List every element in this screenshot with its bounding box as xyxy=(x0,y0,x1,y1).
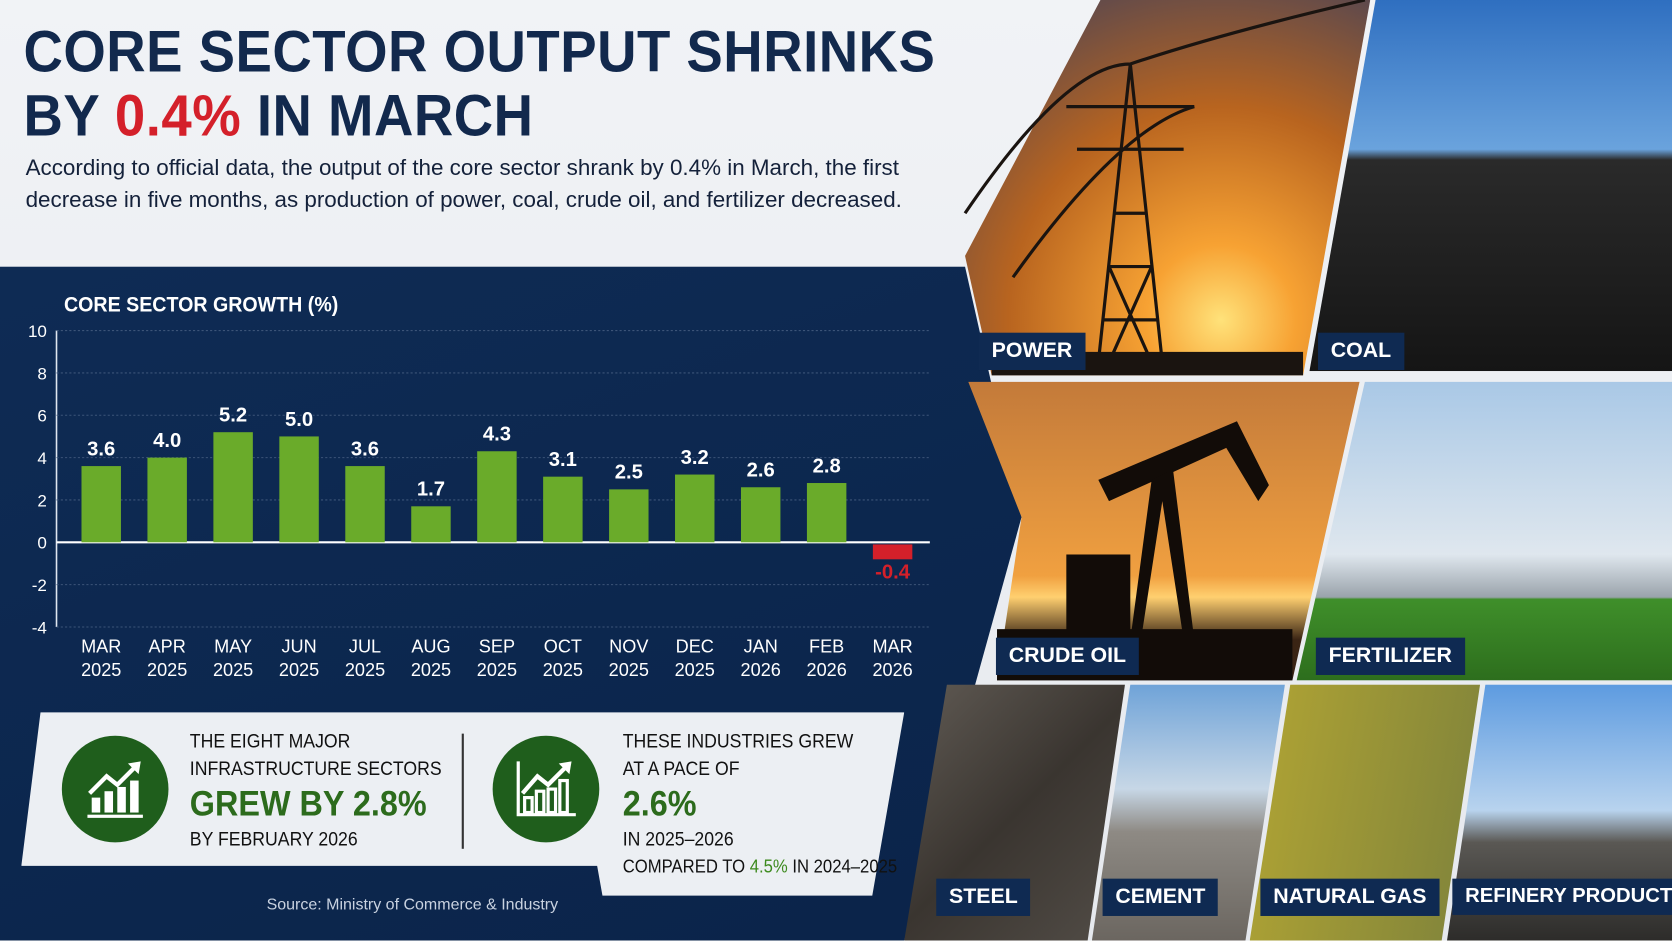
chart-title: CORE SECTOR GROWTH (%) xyxy=(63,293,339,317)
bar xyxy=(872,544,913,560)
bar-chart: 10 8 6 4 2 0 -2 -4 3.6 MAR 2025 4.0 APR 2025 5.2 MAY 202… xyxy=(28,322,930,680)
right-stat-line2: AT A PACE OF xyxy=(622,758,740,780)
x-tick-year: 2026 xyxy=(741,660,781,680)
left-stat-line2: INFRASTRUCTURE SECTORS xyxy=(189,758,442,780)
x-tick-month: JAN xyxy=(744,637,778,657)
x-tick-year: 2025 xyxy=(411,660,451,680)
data-label: -0.4 xyxy=(875,562,911,584)
data-label: 5.0 xyxy=(285,409,313,431)
x-tick-year: 2025 xyxy=(147,660,187,680)
bar xyxy=(345,466,385,543)
x-tick-month: MAR xyxy=(872,637,912,657)
label-crude-oil: CRUDE OIL xyxy=(995,637,1139,675)
y-tick-label: 2 xyxy=(37,491,46,510)
x-tick-month: JUL xyxy=(349,637,381,657)
x-tick-month: FEB xyxy=(809,637,844,657)
x-tick-month: MAR xyxy=(81,637,121,657)
compare-post: IN 2024–2025 xyxy=(787,856,898,877)
bar xyxy=(477,451,517,543)
right-stat-line1: THESE INDUSTRIES GREW xyxy=(622,730,854,752)
left-stat-line3: BY FEBRUARY 2026 xyxy=(189,828,358,850)
y-tick-label: 10 xyxy=(28,322,47,341)
data-label: 2.6 xyxy=(747,460,775,482)
y-tick-label: 8 xyxy=(37,364,46,383)
subtitle: According to official data, the output o… xyxy=(25,155,902,213)
title-line-2-pre: BY xyxy=(23,82,115,149)
x-tick-month: JUN xyxy=(281,637,316,657)
x-tick-year: 2025 xyxy=(345,660,385,680)
x-tick-month: MAY xyxy=(214,637,252,657)
data-label: 3.2 xyxy=(681,447,709,469)
data-label: 2.5 xyxy=(615,462,643,484)
divider xyxy=(461,733,464,849)
compare-pre: COMPARED TO xyxy=(622,856,750,877)
bar xyxy=(147,457,187,543)
y-tick-label: -4 xyxy=(32,618,47,637)
label-refinery-products: REFINERY PRODUCTS xyxy=(1452,878,1672,915)
label-cement: CEMENT xyxy=(1102,878,1219,916)
x-tick-year: 2025 xyxy=(213,660,253,680)
title-highlight: 0.4% xyxy=(114,82,242,149)
y-tick-label: 4 xyxy=(37,449,46,468)
bar xyxy=(279,436,319,543)
bar xyxy=(411,506,451,543)
bar xyxy=(213,432,253,543)
y-tick-label: 6 xyxy=(37,407,46,426)
x-tick-month: AUG xyxy=(411,637,450,657)
title-line-2-post: IN MARCH xyxy=(241,82,534,149)
x-tick-year: 2026 xyxy=(807,660,847,680)
data-label: 3.1 xyxy=(549,449,577,471)
label-natural-gas: NATURAL GAS xyxy=(1260,878,1440,916)
label-fertilizer: FERTILIZER xyxy=(1315,637,1465,675)
x-tick-year: 2025 xyxy=(477,660,517,680)
page-title: CORE SECTOR OUTPUT SHRINKS BY 0.4% IN MA… xyxy=(23,19,935,147)
title-line-1: CORE SECTOR OUTPUT SHRINKS xyxy=(23,18,936,85)
right-stat-highlight: 2.6% xyxy=(622,783,697,824)
data-label: 4.0 xyxy=(153,430,181,452)
data-label: 5.2 xyxy=(219,405,247,427)
data-label: 3.6 xyxy=(351,438,379,460)
x-tick-year: 2025 xyxy=(675,660,715,680)
bar xyxy=(609,489,649,543)
bar xyxy=(806,483,847,543)
growth-chart-icon xyxy=(61,735,169,843)
label-steel: STEEL xyxy=(936,878,1031,916)
data-label: 3.6 xyxy=(87,438,115,460)
x-tick-month: OCT xyxy=(544,637,582,657)
bar xyxy=(543,476,583,543)
x-tick-month: NOV xyxy=(609,637,648,657)
bar xyxy=(740,487,781,543)
x-tick-year: 2025 xyxy=(543,660,583,680)
x-tick-year: 2025 xyxy=(81,660,121,680)
left-stat-line1: THE EIGHT MAJOR xyxy=(189,730,351,752)
bar xyxy=(675,474,715,543)
x-tick-year: 2025 xyxy=(279,660,319,680)
x-tick-month: SEP xyxy=(479,637,515,657)
growth-chart-outline-icon xyxy=(492,735,600,843)
compare-value: 4.5% xyxy=(749,856,788,877)
right-stat-line3: IN 2025–2026 xyxy=(622,828,734,850)
label-coal: COAL xyxy=(1317,332,1405,371)
y-tick-label: -2 xyxy=(32,576,47,595)
y-tick-label: 0 xyxy=(37,534,46,553)
bar xyxy=(81,466,121,543)
left-stat: THE EIGHT MAJOR INFRASTRUCTURE SECTORS G… xyxy=(190,727,442,853)
x-tick-month: DEC xyxy=(676,637,714,657)
x-tick-year: 2026 xyxy=(872,660,912,680)
x-tick-year: 2025 xyxy=(609,660,649,680)
right-stat: THESE INDUSTRIES GREW AT A PACE OF 2.6% … xyxy=(623,727,897,881)
data-label: 4.3 xyxy=(483,424,511,446)
source-note: Source: Ministry of Commerce & Industry xyxy=(266,895,559,914)
x-tick-month: APR xyxy=(149,637,186,657)
data-label: 2.8 xyxy=(813,455,841,477)
data-label: 1.7 xyxy=(417,479,445,501)
label-power: POWER xyxy=(978,332,1086,371)
left-stat-highlight: GREW BY 2.8% xyxy=(189,783,427,824)
